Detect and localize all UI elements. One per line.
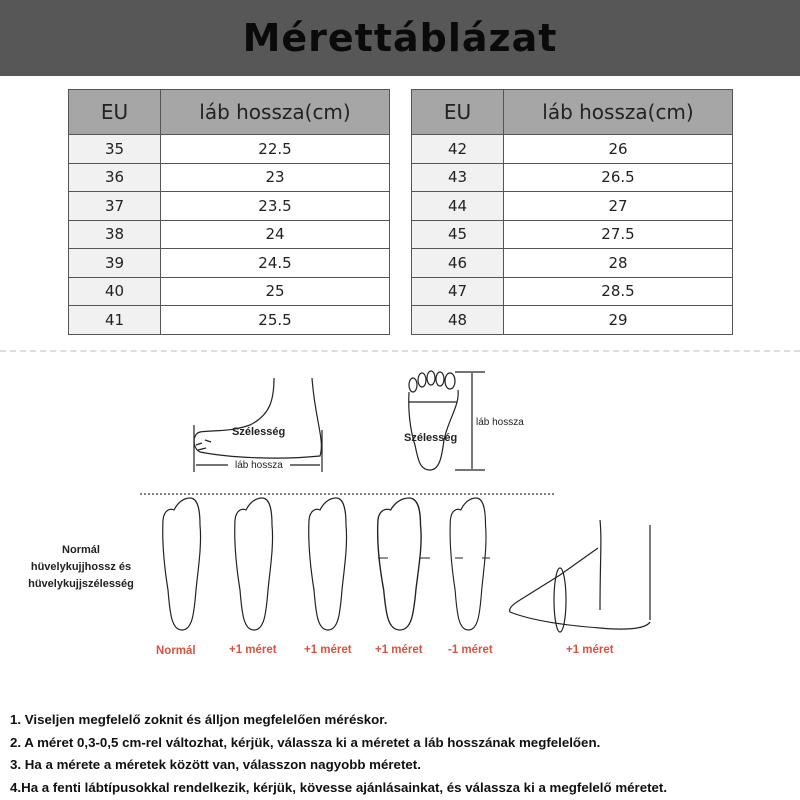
table-row: 43 26.5 <box>411 162 733 192</box>
column-header-length: láb hossza(cm) <box>160 89 390 135</box>
side-length-label: láb hossza <box>235 460 283 471</box>
foot-length-cell: 28.5 <box>503 276 733 306</box>
foot-length-cell: 28 <box>503 248 733 278</box>
instructions-list: 1. Viseljen megfelelő zoknit és álljon m… <box>10 709 667 799</box>
eu-size-cell: 37 <box>68 191 161 221</box>
page-title: Mérettáblázat <box>242 16 558 60</box>
size-table-right: EU láb hossza(cm) 42 26 43 26.5 44 27 45 27.5 46… <box>411 89 733 335</box>
foot-length-cell: 25.5 <box>160 305 390 335</box>
sole-foot-diagram <box>408 370 485 471</box>
foot-length-cell: 25 <box>160 276 390 306</box>
foot-length-cell: 22.5 <box>160 134 390 164</box>
foot-length-cell: 23 <box>160 162 390 192</box>
instruction-item: 2. A méret 0,3-0,5 cm-rel változhat, kér… <box>10 734 601 750</box>
foot-length-cell: 26.5 <box>503 162 733 192</box>
eu-size-cell: 45 <box>411 219 504 249</box>
table-row: 38 24 <box>68 219 390 249</box>
column-header-length: láb hossza(cm) <box>503 89 733 135</box>
foot-long-second-toe <box>308 497 348 631</box>
size-table-left: EU láb hossza(cm) 35 22.5 36 23 37 23.5 38 24 39… <box>68 89 390 335</box>
table-row: 42 26 <box>411 134 733 164</box>
description-line: Normál <box>62 544 100 556</box>
foot-length-cell: 24 <box>160 219 390 249</box>
foot-length-cell: 23.5 <box>160 191 390 221</box>
foot-length-cell: 29 <box>503 305 733 335</box>
foot-diagrams <box>140 370 651 633</box>
normal-toe-description: Normál hüvelykujjhossz és hüvelykujjszél… <box>0 542 162 593</box>
description-line: hüvelykujjszélesség <box>28 578 134 590</box>
table-row: 39 24.5 <box>68 248 390 278</box>
eu-size-cell: 43 <box>411 162 504 192</box>
foot-type-label: +1 méret <box>566 644 614 656</box>
eu-size-cell: 42 <box>411 134 504 164</box>
foot-long-big-toe <box>234 497 274 631</box>
eu-size-cell: 46 <box>411 248 504 278</box>
dashed-divider <box>0 350 800 352</box>
foot-length-cell: 26 <box>503 134 733 164</box>
table-row: 35 22.5 <box>68 134 390 164</box>
foot-type-label: +1 méret <box>229 644 277 656</box>
foot-normal <box>162 497 202 631</box>
table-row: 44 27 <box>411 191 733 221</box>
foot-narrow <box>449 497 490 631</box>
instruction-item: 4.Ha a fenti lábtípusokkal rendelkezik, … <box>10 779 668 795</box>
side-foot-diagram <box>193 377 323 472</box>
eu-size-cell: 35 <box>68 134 161 164</box>
foot-type-label: +1 méret <box>375 644 423 656</box>
instruction-item: 3. Ha a mérete a méretek között van, vál… <box>10 757 421 772</box>
table-row: 41 25.5 <box>68 305 390 335</box>
table-row: 45 27.5 <box>411 219 733 249</box>
table-row: 40 25 <box>68 276 390 306</box>
table-row: 37 23.5 <box>68 191 390 221</box>
foot-length-cell: 24.5 <box>160 248 390 278</box>
foot-high-instep <box>509 519 651 633</box>
side-width-label: Szélesség <box>232 426 286 438</box>
description-line: hüvelykujjhossz és <box>30 561 132 573</box>
eu-size-cell: 41 <box>68 305 161 335</box>
foot-type-label: -1 méret <box>448 644 493 656</box>
instruction-item: 1. Viseljen megfelelő zoknit és álljon m… <box>10 712 388 727</box>
table-row: 47 28.5 <box>411 276 733 306</box>
foot-length-cell: 27.5 <box>503 219 733 249</box>
foot-wide <box>376 497 430 631</box>
eu-size-cell: 36 <box>68 162 161 192</box>
eu-size-cell: 38 <box>68 219 161 249</box>
column-header-eu: EU <box>68 89 161 135</box>
eu-size-cell: 44 <box>411 191 504 221</box>
header-bar <box>0 0 800 76</box>
eu-size-cell: 48 <box>411 305 504 335</box>
foot-type-label: Normál <box>156 645 196 657</box>
eu-size-cell: 47 <box>411 276 504 306</box>
sole-width-label: Szélesség <box>404 432 458 444</box>
eu-size-cell: 39 <box>68 248 161 278</box>
sole-length-label: láb hossza <box>476 417 524 428</box>
foot-type-label: +1 méret <box>304 644 352 656</box>
column-header-eu: EU <box>411 89 504 135</box>
table-row: 46 28 <box>411 248 733 278</box>
table-row: 36 23 <box>68 162 390 192</box>
foot-length-cell: 27 <box>503 191 733 221</box>
table-row: 48 29 <box>411 305 733 335</box>
eu-size-cell: 40 <box>68 276 161 306</box>
